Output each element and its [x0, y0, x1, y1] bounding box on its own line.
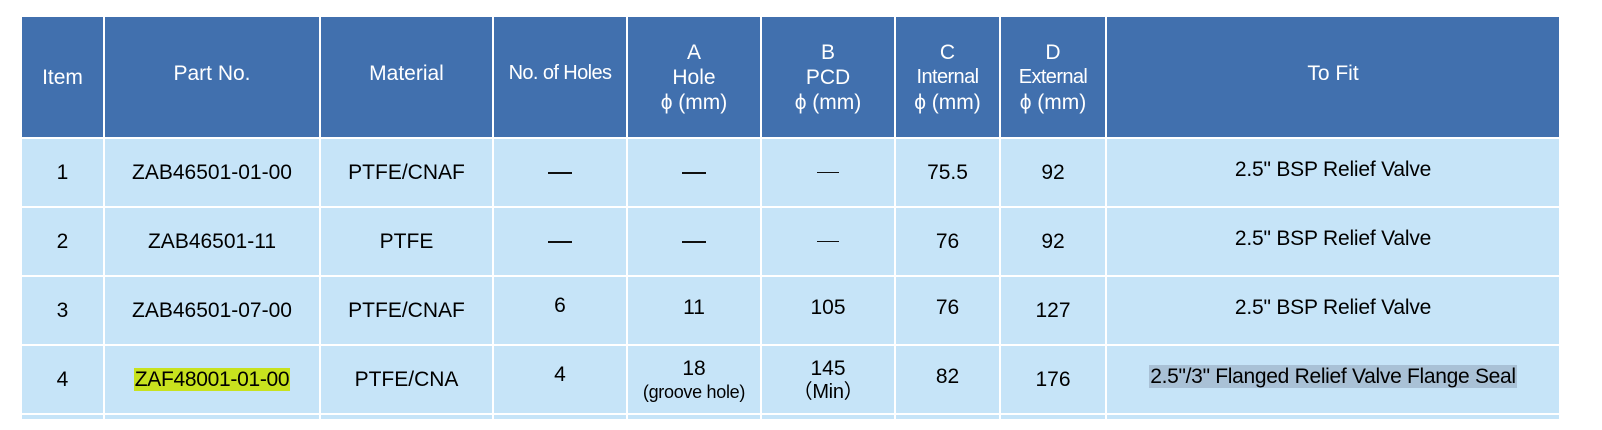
cell-part-no: ZAB46501-07-00 — [105, 277, 319, 344]
header-b-letter: B — [820, 40, 835, 64]
dash-placeholder — [682, 240, 706, 243]
header-holes: No. of Holes — [494, 17, 626, 137]
cell-b-pcd: 145 （Min） — [762, 346, 894, 413]
cell-empty — [321, 415, 492, 419]
header-c-internal: C Internal ϕ (mm) — [896, 17, 999, 137]
cell-d-external: 92 — [1001, 139, 1105, 206]
header-d-external: D External ϕ (mm) — [1001, 17, 1105, 137]
cell-d-external: 176 — [1001, 346, 1105, 413]
a-value: 11 — [683, 295, 705, 319]
cell-material: PTFE — [321, 208, 492, 275]
dash-placeholder — [817, 241, 839, 243]
parts-spec-table: Item Part No. Material No. of Holes A Ho… — [20, 15, 1561, 421]
cell-material: PTFE/CNAF — [321, 277, 492, 344]
dash-placeholder — [817, 172, 839, 174]
cell-c-internal: 76 — [896, 208, 999, 275]
table-row: 2 ZAB46501-11 PTFE 76 92 2.5" BSP Relief… — [22, 208, 1559, 275]
header-d-unit: ϕ (mm) — [1019, 90, 1087, 114]
c-value: 82 — [935, 364, 960, 388]
table-row-partial — [22, 415, 1559, 419]
cell-c-internal: 75.5 — [896, 139, 999, 206]
cell-item: 2 — [22, 208, 103, 275]
header-c-name: Internal — [916, 65, 980, 88]
cell-empty — [22, 415, 103, 419]
header-a-hole: A Hole ϕ (mm) — [628, 17, 760, 137]
cell-empty — [1107, 415, 1559, 419]
header-material-label: Material — [369, 61, 444, 85]
b-value: 145 — [810, 356, 846, 380]
header-to-fit: To Fit — [1107, 17, 1559, 137]
cell-empty — [494, 415, 626, 419]
header-item: Item — [22, 17, 103, 137]
cell-a-hole: 11 — [628, 277, 760, 344]
cell-to-fit: 2.5" BSP Relief Valve — [1107, 277, 1559, 344]
dash-placeholder — [548, 171, 572, 174]
c-value: 76 — [935, 295, 960, 319]
header-material: Material — [321, 17, 492, 137]
cell-d-external: 127 — [1001, 277, 1105, 344]
header-item-label: Item — [42, 65, 83, 89]
b-note: （Min） — [792, 380, 864, 403]
header-a-letter: A — [686, 40, 701, 64]
cell-part-no: ZAB46501-01-00 — [105, 139, 319, 206]
cell-item: 1 — [22, 139, 103, 206]
header-b-pcd: B PCD ϕ (mm) — [762, 17, 894, 137]
header-b-unit: ϕ (mm) — [794, 90, 862, 114]
cell-holes — [494, 208, 626, 275]
header-b-name: PCD — [805, 65, 851, 89]
part-no-highlighted: ZAF48001-01-00 — [133, 367, 291, 391]
cell-holes — [494, 139, 626, 206]
table-row: 1 ZAB46501-01-00 PTFE/CNAF 75.5 92 2.5" … — [22, 139, 1559, 206]
to-fit-text: 2.5" BSP Relief Valve — [1234, 157, 1432, 181]
header-c-letter: C — [939, 40, 956, 64]
dash-placeholder — [682, 171, 706, 174]
cell-item: 3 — [22, 277, 103, 344]
cell-part-no: ZAB46501-11 — [105, 208, 319, 275]
table-row: 4 ZAF48001-01-00 PTFE/CNA 4 18 (groove h… — [22, 346, 1559, 413]
to-fit-text: 2.5" BSP Relief Valve — [1234, 295, 1432, 319]
b-value: 105 — [810, 295, 846, 319]
dash-placeholder — [548, 240, 572, 243]
cell-empty — [628, 415, 760, 419]
cell-to-fit: 2.5"/3" Flanged Relief Valve Flange Seal — [1107, 346, 1559, 413]
cell-empty — [105, 415, 319, 419]
header-a-unit: ϕ (mm) — [660, 90, 728, 114]
header-a-name: Hole — [672, 65, 716, 89]
header-d-name: External — [1018, 65, 1088, 88]
cell-empty — [762, 415, 894, 419]
header-to-fit-label: To Fit — [1307, 61, 1359, 85]
cell-to-fit: 2.5" BSP Relief Valve — [1107, 208, 1559, 275]
header-holes-label: No. of Holes — [508, 62, 612, 84]
cell-holes: 6 — [494, 277, 626, 344]
cell-holes: 4 — [494, 346, 626, 413]
cell-a-hole — [628, 139, 760, 206]
cell-material: PTFE/CNAF — [321, 139, 492, 206]
cell-to-fit: 2.5" BSP Relief Valve — [1107, 139, 1559, 206]
cell-empty — [1001, 415, 1105, 419]
header-part-no: Part No. — [105, 17, 319, 137]
cell-empty — [896, 415, 999, 419]
cell-d-external: 92 — [1001, 208, 1105, 275]
holes-value: 6 — [554, 293, 566, 317]
cell-a-hole: 18 (groove hole) — [628, 346, 760, 413]
header-c-unit: ϕ (mm) — [914, 90, 981, 114]
cell-b-pcd — [762, 208, 894, 275]
header-part-no-label: Part No. — [173, 61, 251, 85]
cell-b-pcd — [762, 139, 894, 206]
header-row: Item Part No. Material No. of Holes A Ho… — [22, 17, 1559, 137]
header-d-letter: D — [1045, 40, 1061, 64]
holes-value: 4 — [554, 362, 566, 386]
to-fit-highlighted: 2.5"/3" Flanged Relief Valve Flange Seal — [1149, 364, 1517, 388]
cell-part-no: ZAF48001-01-00 — [105, 346, 319, 413]
a-note: (groove hole) — [642, 381, 746, 402]
cell-material: PTFE/CNA — [321, 346, 492, 413]
cell-item: 4 — [22, 346, 103, 413]
to-fit-text: 2.5" BSP Relief Valve — [1234, 226, 1432, 250]
table-row: 3 ZAB46501-07-00 PTFE/CNAF 6 11 105 76 1… — [22, 277, 1559, 344]
cell-c-internal: 76 — [896, 277, 999, 344]
cell-b-pcd: 105 — [762, 277, 894, 344]
cell-a-hole — [628, 208, 760, 275]
a-value: 18 — [682, 356, 706, 380]
cell-c-internal: 82 — [896, 346, 999, 413]
